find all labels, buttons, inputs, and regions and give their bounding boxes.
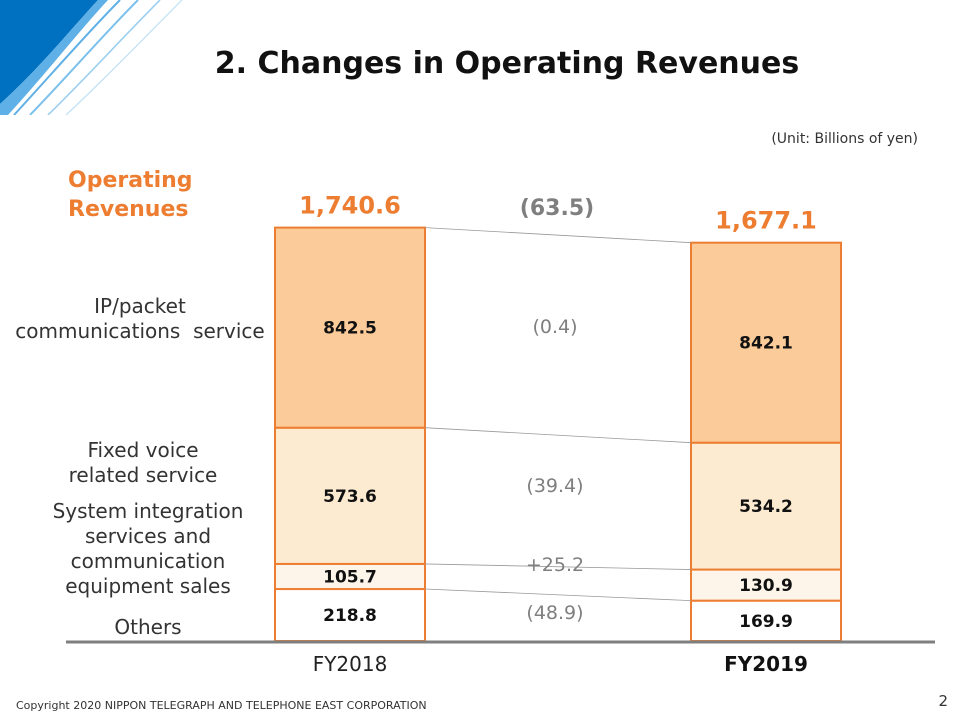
bar-segment <box>274 226 426 429</box>
segment-label-others: Others <box>90 615 206 640</box>
data-label: 842.5 <box>323 319 377 339</box>
connector-line <box>424 427 692 444</box>
data-label: 573.6 <box>323 487 377 507</box>
page-title: 2. Changes in Operating Revenues <box>214 46 800 81</box>
connector-line <box>424 563 692 570</box>
data-label: 842.1 <box>739 334 793 354</box>
segment-label-sysint: System integration services and communic… <box>40 499 256 599</box>
segment-label-line: System integration <box>52 499 244 523</box>
segment-label-ip: IP/packet communications service <box>12 294 268 344</box>
bar-segment <box>274 562 426 591</box>
x-tick-label: FY2019 <box>724 652 808 676</box>
segment-label-line: communications service <box>15 319 265 343</box>
connector-line <box>424 588 692 602</box>
connector-line <box>424 227 692 244</box>
segment-label-line: Others <box>114 615 182 639</box>
data-label: 169.9 <box>739 612 793 632</box>
operating-revenues-label: Operating Revenues <box>68 168 193 222</box>
segment-label-line: services and <box>84 524 212 548</box>
change-label: (39.4) <box>526 475 583 497</box>
change-label: +25.2 <box>526 554 584 576</box>
page-number: 2 <box>938 692 948 710</box>
unit-label: (Unit: Billions of yen) <box>771 131 918 147</box>
total-label: 1,740.6 <box>299 192 401 220</box>
change-label: (0.4) <box>532 316 577 338</box>
segment-label-line: related service <box>68 463 218 487</box>
total-change-label: (63.5) <box>520 196 594 221</box>
segment-label-line: communication <box>70 549 226 573</box>
data-label: 534.2 <box>739 497 793 517</box>
bar-segment <box>690 241 842 444</box>
segment-label-line: Fixed voice <box>87 438 199 462</box>
segment-label-line: equipment sales <box>65 574 231 598</box>
change-label: (48.9) <box>526 602 583 624</box>
data-label: 218.8 <box>323 606 377 626</box>
copyright-text: Copyright 2020 NIPPON TELEGRAPH AND TELE… <box>16 699 427 712</box>
segment-label-fixed: Fixed voice related service <box>40 438 246 488</box>
x-tick-label: FY2018 <box>313 652 388 676</box>
total-label: 1,677.1 <box>715 207 817 235</box>
corner-logo-swoosh <box>0 0 183 115</box>
bar-segment <box>274 588 426 642</box>
segment-label-line: IP/packet <box>94 294 186 318</box>
bar-segment <box>274 426 426 565</box>
data-label: 105.7 <box>323 567 377 587</box>
data-label: 130.9 <box>739 576 793 596</box>
